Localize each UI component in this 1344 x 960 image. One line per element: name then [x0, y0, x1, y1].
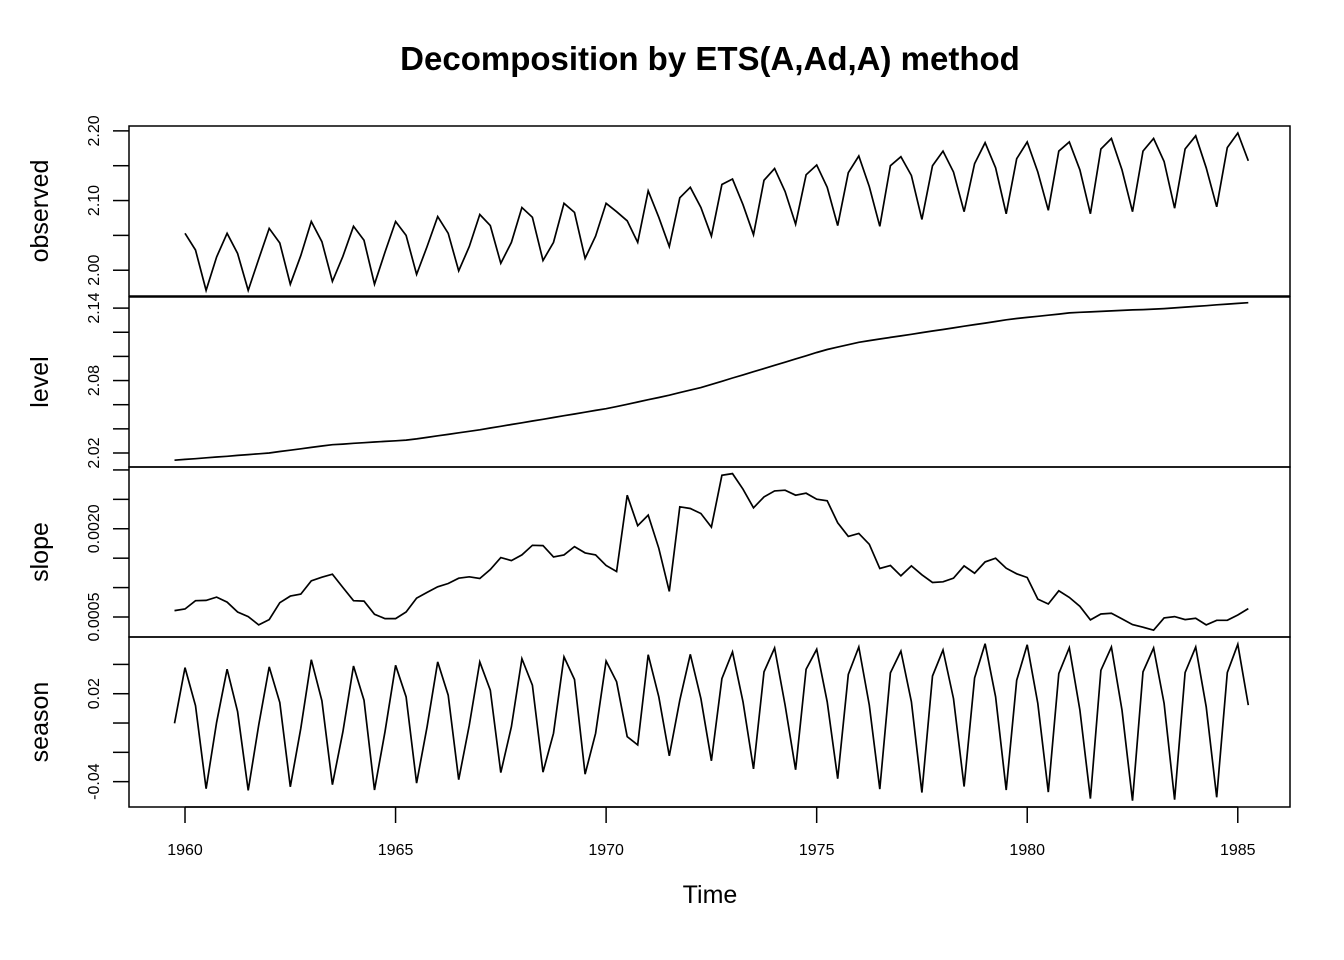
level-y-tick-label: 2.08 [86, 365, 103, 396]
season-y-tick-label: 0.02 [86, 678, 103, 709]
slope-y-tick-label: 0.0020 [86, 504, 103, 553]
observed-y-tick-label: 2.20 [86, 115, 103, 146]
season-axis-label: season [26, 682, 54, 763]
level-y-tick-label: 2.02 [86, 437, 103, 468]
slope-series-line [174, 472, 1249, 632]
x-tick-label: 1965 [378, 842, 414, 859]
x-axis-label: Time [683, 881, 738, 909]
panels: 2.00 2.10 2.20 observed 2.02 2.08 2.14 level 0.0… [26, 115, 1291, 808]
x-tick-label: 1985 [1220, 842, 1256, 859]
season-y-tick-label: -0.04 [86, 763, 103, 800]
panel-season: -0.04 0.02 season [26, 636, 1291, 808]
level-series-line [174, 301, 1249, 462]
chart-title: Decomposition by ETS(A,Ad,A) method [400, 40, 1020, 77]
x-tick-label: 1960 [167, 842, 203, 859]
level-y-tick-label: 2.14 [86, 292, 103, 323]
level-axis-label: level [26, 356, 54, 407]
observed-axis-label: observed [26, 160, 54, 263]
observed-series-line [184, 131, 1250, 294]
observed-frame [128, 125, 1291, 297]
slope-frame [128, 466, 1291, 638]
observed-y-tick-label: 2.10 [86, 185, 103, 216]
x-tick-label: 1980 [1009, 842, 1045, 859]
season-series-line [173, 641, 1250, 801]
slope-axis-label: slope [26, 522, 54, 582]
x-tick-label: 1970 [588, 842, 624, 859]
x-tick-label: 1975 [799, 842, 835, 859]
panel-level: 2.02 2.08 2.14 level [26, 292, 1291, 469]
observed-y-tick-label: 2.00 [86, 255, 103, 286]
panel-slope: 0.0005 0.0020 slope [26, 466, 1291, 641]
slope-y-tick-label: 0.0005 [86, 592, 103, 641]
season-frame [128, 636, 1291, 808]
level-frame [128, 296, 1291, 468]
x-axis: 1960 1965 1970 1975 1980 1985 [167, 806, 1256, 859]
panel-observed: 2.00 2.10 2.20 observed [26, 115, 1291, 297]
